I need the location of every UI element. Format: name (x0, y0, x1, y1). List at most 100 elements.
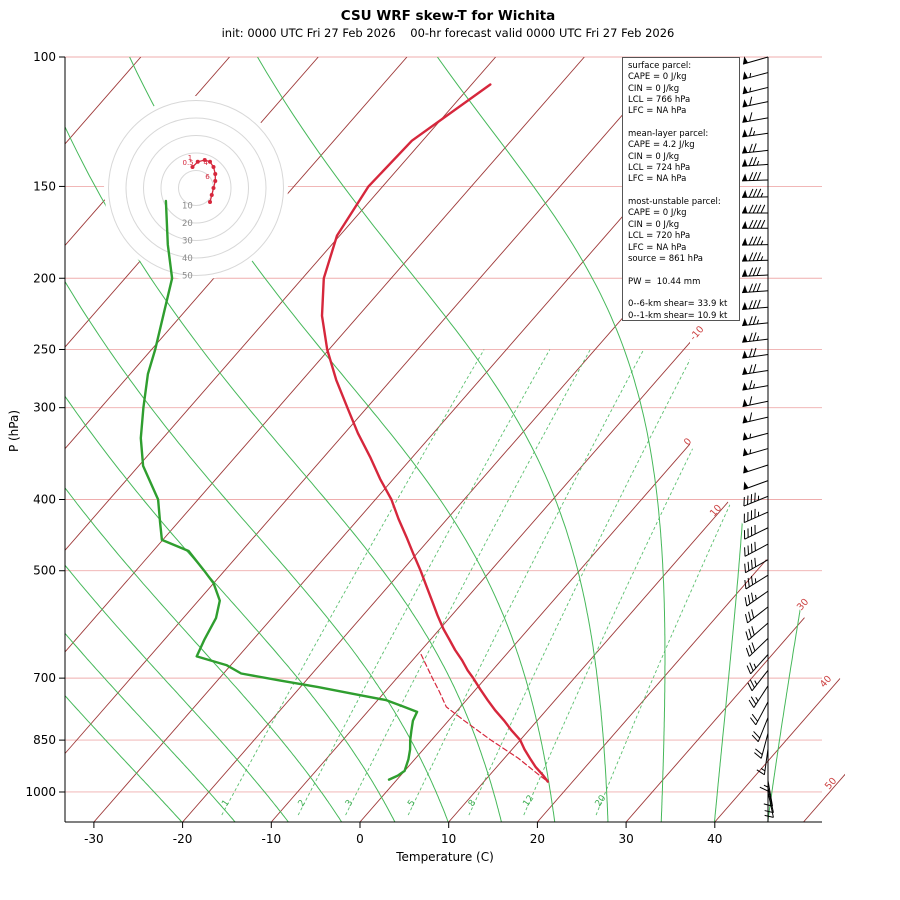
barb-feather (760, 204, 766, 214)
isotherm-label: 0 (682, 436, 694, 448)
moist-adiabat-line (65, 57, 343, 822)
hodograph-point-label: 1 (188, 154, 192, 162)
y-tick-label: 700 (33, 671, 56, 685)
parcel-info-line: LFC = NA hPa (628, 106, 687, 117)
barb-feather (754, 557, 757, 567)
wind-barb-staff (743, 464, 769, 474)
barb-feather (749, 380, 753, 390)
parcel-info-box: surface parcel: CAPE = 0 J/kg CIN = 0 J/kg… (622, 57, 740, 321)
isotherm-label: 50 (823, 776, 839, 792)
barb-feather (756, 204, 762, 214)
wind-barb-staff (742, 117, 769, 123)
barb-half-feather (760, 768, 766, 772)
isotherm-line (270, 57, 845, 822)
barb-half-feather (755, 696, 759, 702)
barb-feather (745, 631, 749, 641)
barb-half-feather (755, 594, 757, 600)
barb-feather (748, 204, 754, 214)
barb-feather (752, 219, 758, 229)
barb-feather (752, 364, 757, 373)
barb-feather (763, 803, 773, 807)
barb-feather (752, 347, 757, 357)
mixing-ratio-label: 3 (344, 798, 355, 808)
barb-pennant (742, 398, 748, 407)
barb-pennant (742, 145, 748, 154)
barb-feather (753, 731, 761, 739)
hodograph-point (208, 159, 212, 164)
hodograph-background (104, 96, 288, 280)
x-axis-label: Temperature (C) (396, 850, 494, 864)
barb-feather (744, 579, 747, 590)
barb-feather (748, 172, 754, 181)
wind-barb-staff (742, 385, 769, 391)
y-tick-label: 100 (33, 50, 56, 64)
barb-feather (756, 219, 762, 229)
barb-feather (751, 713, 759, 722)
barb-feather (751, 642, 756, 652)
barb-pennant (742, 158, 748, 167)
barb-feather (748, 645, 753, 654)
parcel-info-line: 0--1-km shear= 10.9 kt (628, 310, 728, 321)
isotherm-line (803, 57, 845, 822)
hodograph-point (208, 200, 212, 204)
hodograph-point (213, 179, 218, 183)
barb-feather (756, 299, 761, 309)
barb-pennant (742, 190, 748, 198)
wind-barb-staff (741, 179, 769, 182)
y-tick-label: 300 (33, 401, 56, 415)
moist-adiabat-line (65, 57, 236, 822)
hodograph-point (202, 158, 207, 162)
barb-pennant (742, 71, 748, 80)
moist-adiabat-line (65, 57, 449, 822)
barb-half-feather (749, 72, 752, 78)
barb-feather (756, 171, 762, 181)
barb-pennant (742, 253, 748, 262)
parcel-info-line: LCL = 720 hPa (628, 231, 691, 242)
moist-adiabat-line (257, 57, 609, 822)
chart-subtitle: init: 0000 UTC Fri 27 Feb 2026 00-hr for… (221, 26, 675, 40)
barb-feather (756, 236, 762, 246)
parcel-info-line: CIN = 0 J/kg (628, 219, 680, 230)
barb-feather (749, 717, 757, 726)
parcel-info-line (628, 265, 739, 276)
hodograph-point (195, 159, 200, 164)
barb-feather (748, 219, 754, 229)
barb-feather (748, 300, 753, 310)
moist-adiabat-line (436, 57, 666, 822)
wind-barb-staff (743, 480, 769, 490)
hodograph-point (211, 165, 216, 169)
barb-feather (746, 665, 752, 674)
barb-feather (752, 172, 758, 181)
barb-pennant (742, 301, 748, 310)
barb-feather (764, 814, 774, 818)
hodograph-ring (143, 135, 249, 241)
hodograph-point (213, 172, 218, 176)
x-tick-label: -30 (84, 832, 104, 846)
isotherm-line (65, 57, 496, 822)
hodograph-ring-label: 40 (182, 254, 193, 264)
mixing-ratio-line (297, 349, 551, 816)
y-tick-label: 850 (33, 733, 56, 747)
barb-pennant (742, 382, 748, 391)
mixing-ratio-line (407, 349, 645, 816)
mixing-ratio-line (221, 349, 485, 816)
moist-adiabat-line (65, 57, 290, 822)
wind-barb-staff (767, 791, 774, 818)
barb-feather (745, 647, 750, 657)
barb-feather (748, 143, 753, 153)
parcel-info-line: most-unstable parcel: (628, 197, 721, 208)
hodograph-ring-label: 20 (182, 219, 193, 229)
barb-pennant (742, 350, 748, 359)
barb-feather (744, 614, 748, 624)
hodograph-point (209, 193, 214, 197)
moist-adiabat-line (65, 57, 183, 822)
barb-feather (751, 626, 755, 636)
y-tick-label: 1000 (25, 785, 56, 799)
barb-half-feather (754, 680, 758, 685)
hodograph-ring (125, 117, 267, 259)
parcel-info-line: CIN = 0 J/kg (628, 83, 680, 94)
barb-pennant (742, 129, 748, 137)
parcel-curve (420, 653, 549, 783)
barb-feather (749, 679, 755, 688)
